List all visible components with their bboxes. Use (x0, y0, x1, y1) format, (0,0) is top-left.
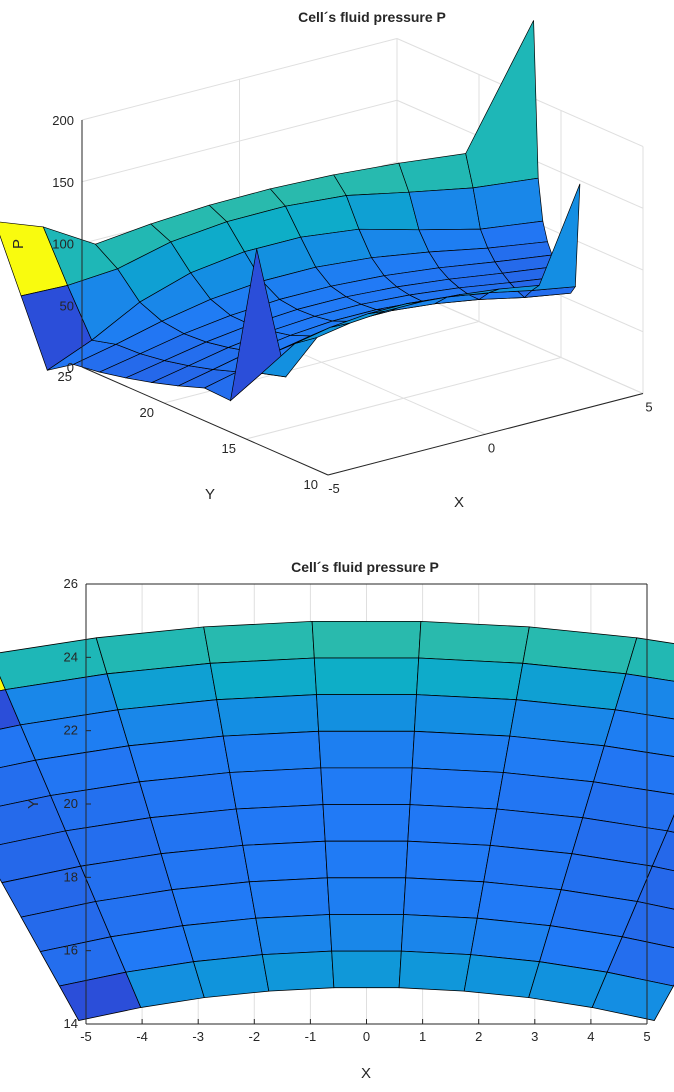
y-tick-label: 18 (64, 869, 78, 884)
x-tick-label: -3 (192, 1029, 204, 1044)
y-tick-label: 16 (64, 943, 78, 958)
chart-title: Cell´s fluid pressure P (298, 9, 446, 25)
heatmap-cell (249, 878, 329, 918)
heatmap-cell (230, 768, 323, 809)
z-tick-label: 100 (52, 237, 74, 252)
z-tick-label: 0 (67, 360, 74, 375)
heatmap-cell (323, 805, 410, 842)
heatmap-cell (330, 915, 404, 952)
x-tick-label: 4 (587, 1029, 594, 1044)
heatmap-cell (236, 805, 325, 846)
heatmap-cell (314, 658, 418, 695)
heatmap-cell (412, 731, 510, 772)
z-tick-label: 200 (52, 113, 74, 128)
y-axis-label: Y (25, 799, 42, 809)
heatmap-cell (408, 805, 497, 846)
heatmap-figure: Cell´s fluid pressure P -5 -4 -3 -2 -1 0 1 2 3 4 5… (0, 540, 674, 1087)
heatmap-cell (210, 658, 316, 700)
x-tick-label: -2 (249, 1029, 261, 1044)
heatmap-plot: Cell´s fluid pressure P -5 -4 -3 -2 -1 0 1 2 3 4 5… (0, 540, 674, 1087)
heatmap-cell (417, 658, 523, 700)
x-axis-label: X (361, 1065, 371, 1082)
x-tick-label: -1 (305, 1029, 317, 1044)
heatmap-cell (183, 918, 263, 962)
heatmap-cell (262, 951, 334, 991)
surface-face (346, 192, 419, 230)
x-tick-label: -5 (328, 481, 340, 496)
y-tick-label: 20 (140, 405, 154, 420)
heatmap-cell (325, 841, 408, 878)
y-tick-label: 26 (64, 576, 78, 591)
y-axis-label: Y (205, 486, 215, 503)
x-axis-label: X (454, 494, 464, 511)
heatmap-cells (0, 621, 674, 1020)
heatmap-cell (319, 731, 415, 768)
heatmap-cell (464, 955, 539, 998)
y-tick-label: 14 (64, 1016, 78, 1031)
heatmap-cell (321, 768, 412, 805)
heatmap-cell (194, 955, 269, 998)
heatmap-cell (419, 621, 530, 663)
heatmap-cell (243, 841, 327, 882)
heatmap-cell (399, 951, 471, 991)
heatmap-cell (327, 878, 405, 915)
y-tick-label: 15 (222, 441, 236, 456)
y-tick-label: 10 (304, 477, 318, 492)
heatmap-cell (223, 731, 321, 772)
surface-face (409, 188, 480, 230)
y-tick-label: 20 (64, 796, 78, 811)
y-tick-label: 24 (64, 649, 78, 664)
z-tick-label: 50 (60, 298, 74, 313)
x-tick-label: 0 (488, 440, 495, 455)
heatmap-cell (217, 695, 319, 737)
x-tick-label: -4 (136, 1029, 148, 1044)
chart-title: Cell´s fluid pressure P (291, 559, 439, 575)
x-tick-label: -5 (80, 1029, 92, 1044)
heatmap-cell (410, 768, 503, 809)
surface-plot: Cell´s fluid pressure P -505101520250501… (0, 0, 674, 540)
x-tick-label: 5 (645, 400, 652, 415)
x-tick-label: 3 (531, 1029, 538, 1044)
x-tick-label: 1 (419, 1029, 426, 1044)
y-tick-label: 22 (64, 723, 78, 738)
heatmap-cell (204, 621, 315, 663)
heatmap-cell (471, 918, 551, 962)
heatmap-cell (312, 621, 421, 658)
heatmap-cell (256, 915, 332, 955)
heatmap-cell (332, 951, 402, 988)
x-tick-label: 5 (643, 1029, 650, 1044)
x-tick-label: 2 (475, 1029, 482, 1044)
heatmap-cell (401, 915, 477, 955)
heatmap-cell (317, 695, 417, 732)
heatmap-cell (414, 695, 516, 737)
heatmap-cell (404, 878, 484, 918)
z-tick-label: 150 (52, 175, 74, 190)
heatmap-cell (406, 841, 491, 882)
x-tick-label: 0 (363, 1029, 370, 1044)
z-axis-label: P (10, 239, 27, 249)
